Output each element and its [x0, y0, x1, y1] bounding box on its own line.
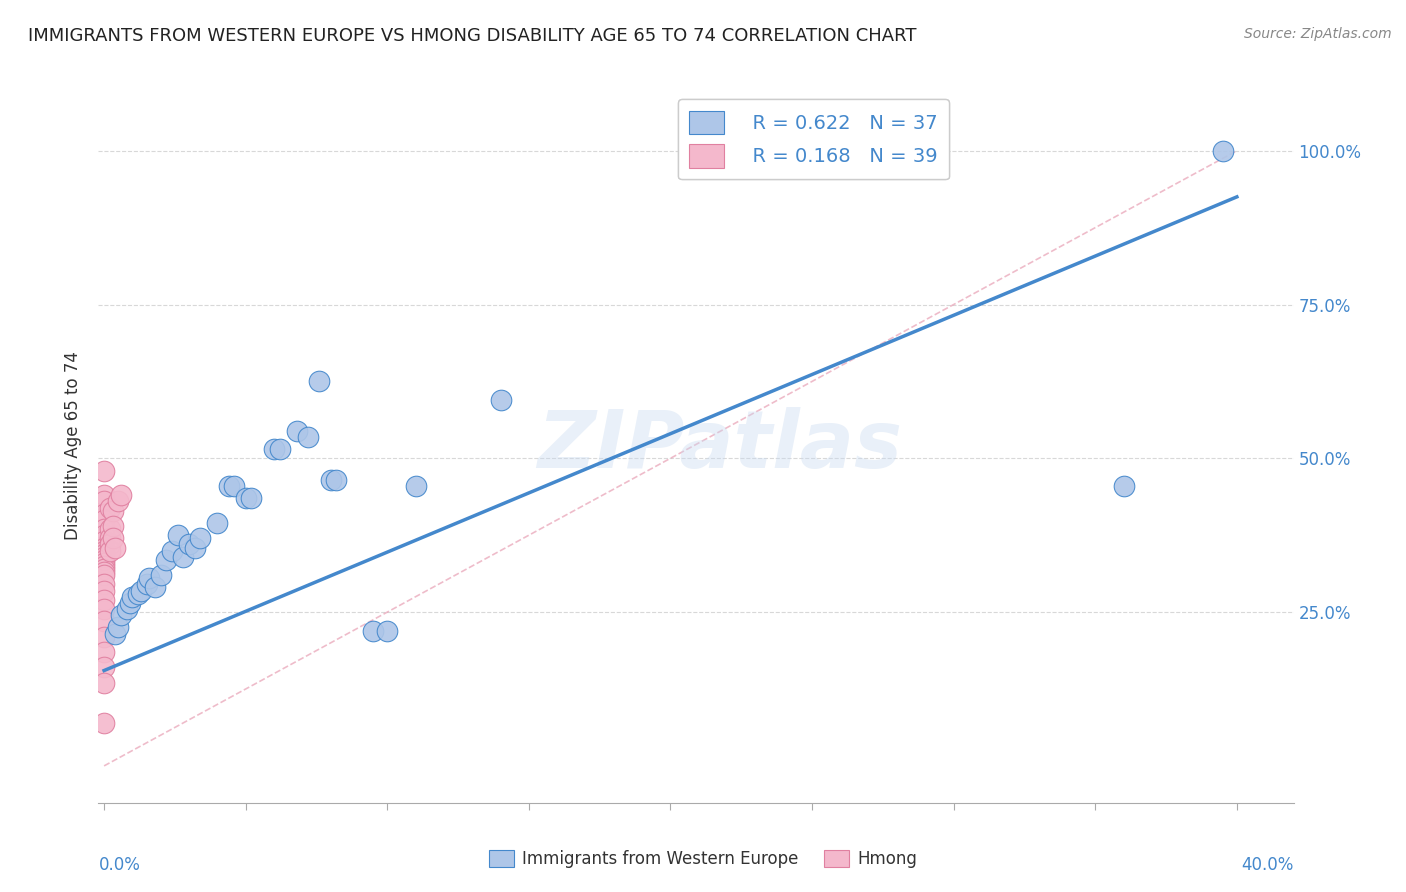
Point — [93, 507, 115, 521]
Point — [101, 503, 124, 517]
Point — [98, 531, 121, 545]
Text: 0.0%: 0.0% — [98, 856, 141, 874]
Y-axis label: Disability Age 65 to 74: Disability Age 65 to 74 — [65, 351, 83, 541]
Point — [115, 602, 138, 616]
Point — [319, 473, 342, 487]
Point — [325, 473, 347, 487]
Point — [93, 602, 115, 616]
Point — [135, 577, 157, 591]
Point — [285, 424, 308, 438]
Point — [218, 479, 240, 493]
Point — [93, 676, 115, 690]
Point — [190, 531, 212, 545]
Point — [361, 624, 384, 638]
Point — [93, 464, 115, 478]
Point — [129, 583, 152, 598]
Point — [93, 645, 115, 659]
Point — [177, 537, 200, 551]
Point — [101, 519, 124, 533]
Point — [93, 543, 115, 558]
Text: IMMIGRANTS FROM WESTERN EUROPE VS HMONG DISABILITY AGE 65 TO 74 CORRELATION CHAR: IMMIGRANTS FROM WESTERN EUROPE VS HMONG … — [28, 27, 917, 45]
Point — [118, 596, 141, 610]
Point — [93, 715, 115, 730]
Point — [308, 375, 330, 389]
Point — [98, 500, 121, 515]
Point — [93, 565, 115, 579]
Point — [155, 553, 177, 567]
Point — [143, 581, 166, 595]
Point — [93, 583, 115, 598]
Point — [104, 541, 127, 555]
Text: 40.0%: 40.0% — [1241, 856, 1294, 874]
Point — [93, 568, 115, 582]
Point — [121, 590, 143, 604]
Point — [93, 549, 115, 564]
Point — [93, 522, 115, 536]
Point — [93, 547, 115, 561]
Point — [149, 568, 172, 582]
Point — [93, 534, 115, 549]
Point — [93, 577, 115, 591]
Point — [93, 660, 115, 674]
Point — [297, 430, 319, 444]
Point — [224, 479, 246, 493]
Point — [93, 630, 115, 644]
Point — [110, 608, 132, 623]
Point — [93, 556, 115, 570]
Text: Source: ZipAtlas.com: Source: ZipAtlas.com — [1244, 27, 1392, 41]
Point — [93, 592, 115, 607]
Point — [93, 558, 115, 573]
Legend:   R = 0.622   N = 37,   R = 0.168   N = 39: R = 0.622 N = 37, R = 0.168 N = 39 — [678, 99, 949, 179]
Point — [93, 494, 115, 508]
Point — [489, 392, 512, 407]
Point — [93, 562, 115, 576]
Point — [375, 624, 398, 638]
Point — [1112, 479, 1135, 493]
Point — [104, 626, 127, 640]
Point — [269, 442, 291, 456]
Point — [93, 541, 115, 555]
Legend: Immigrants from Western Europe, Hmong: Immigrants from Western Europe, Hmong — [482, 843, 924, 875]
Text: ZIPatlas: ZIPatlas — [537, 407, 903, 485]
Point — [235, 491, 257, 506]
Point — [98, 537, 121, 551]
Point — [160, 543, 183, 558]
Point — [127, 587, 149, 601]
Point — [93, 488, 115, 502]
Point — [172, 549, 194, 564]
Point — [101, 531, 124, 545]
Point — [405, 479, 427, 493]
Point — [98, 543, 121, 558]
Point — [93, 553, 115, 567]
Point — [263, 442, 285, 456]
Point — [98, 522, 121, 536]
Point — [107, 494, 129, 508]
Point — [1212, 144, 1234, 158]
Point — [110, 488, 132, 502]
Point — [93, 513, 115, 527]
Point — [207, 516, 229, 530]
Point — [93, 528, 115, 542]
Point — [166, 528, 188, 542]
Point — [107, 620, 129, 634]
Point — [183, 541, 205, 555]
Point — [240, 491, 263, 506]
Point — [138, 571, 160, 585]
Point — [93, 615, 115, 629]
